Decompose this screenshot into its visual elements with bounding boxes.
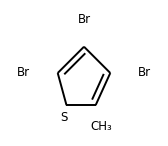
Text: Br: Br <box>77 13 91 26</box>
Text: Br: Br <box>17 66 30 80</box>
Text: S: S <box>60 111 67 124</box>
Text: Br: Br <box>138 66 151 80</box>
Text: CH₃: CH₃ <box>91 120 112 133</box>
